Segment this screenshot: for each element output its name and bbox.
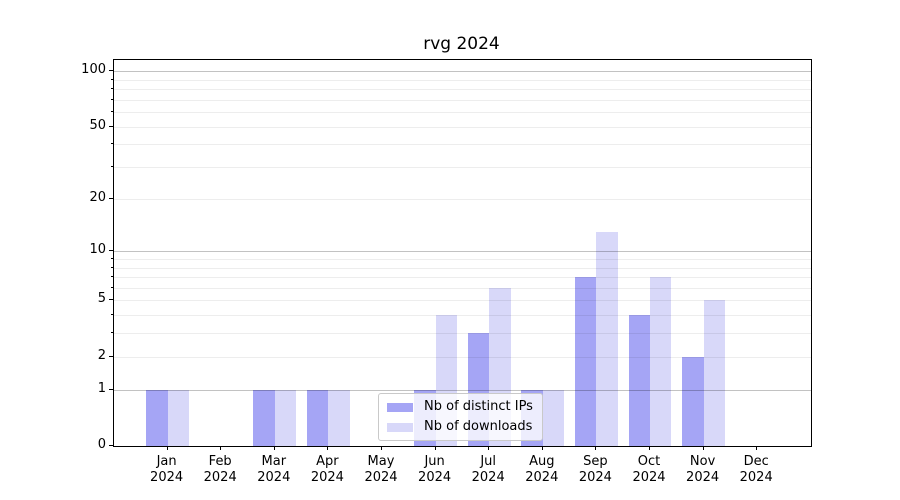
x-tick bbox=[166, 446, 168, 450]
minor-gridline bbox=[114, 300, 811, 301]
minor-gridline bbox=[114, 333, 811, 334]
bar bbox=[274, 389, 297, 446]
minor-gridline bbox=[114, 288, 811, 289]
x-tick-label: Dec 2024 bbox=[739, 454, 773, 485]
y-tick-label: 100 bbox=[81, 62, 106, 78]
x-tick-label: Apr 2024 bbox=[310, 454, 344, 485]
plot-area bbox=[113, 59, 812, 447]
bar bbox=[650, 277, 672, 446]
bar bbox=[628, 315, 650, 446]
x-tick-label: Nov 2024 bbox=[686, 454, 720, 485]
x-tick bbox=[327, 446, 329, 450]
minor-gridline bbox=[114, 199, 811, 200]
y-minor-tick bbox=[111, 78, 113, 80]
major-gridline bbox=[114, 71, 811, 72]
y-minor-tick bbox=[111, 286, 113, 288]
bar bbox=[167, 389, 189, 446]
x-tick-label: Feb 2024 bbox=[203, 454, 237, 485]
y-minor-tick bbox=[111, 314, 113, 316]
x-tick-label: Sep 2024 bbox=[578, 454, 612, 485]
y-tick-label: 5 bbox=[97, 291, 106, 307]
minor-gridline bbox=[114, 268, 811, 269]
bar bbox=[328, 389, 350, 446]
minor-gridline bbox=[114, 315, 811, 316]
y-tick bbox=[109, 70, 113, 72]
y-minor-tick bbox=[111, 98, 113, 100]
x-tick-label: Jun 2024 bbox=[418, 454, 452, 485]
y-tick bbox=[109, 355, 113, 357]
y-tick bbox=[109, 299, 113, 301]
bar bbox=[575, 277, 597, 446]
bar bbox=[596, 231, 618, 446]
x-tick bbox=[756, 446, 758, 450]
bar bbox=[682, 356, 704, 446]
y-tick bbox=[109, 250, 113, 252]
y-tick bbox=[109, 445, 113, 446]
y-tick-label: 0 bbox=[97, 437, 106, 452]
y-tick-label: 50 bbox=[89, 117, 106, 133]
x-tick-label: Jul 2024 bbox=[471, 454, 505, 485]
x-tick bbox=[273, 446, 275, 450]
legend-label: Nb of distinct IPs bbox=[424, 399, 533, 414]
x-tick bbox=[541, 446, 543, 450]
y-minor-tick bbox=[111, 276, 113, 278]
bar bbox=[703, 300, 725, 446]
minor-gridline bbox=[114, 144, 811, 145]
y-tick bbox=[109, 197, 113, 199]
x-tick bbox=[488, 446, 490, 450]
minor-gridline bbox=[114, 100, 811, 101]
legend-item: Nb of distinct IPs bbox=[387, 399, 533, 415]
y-tick bbox=[109, 388, 113, 390]
x-tick-label: Jan 2024 bbox=[150, 454, 184, 485]
y-minor-tick bbox=[111, 88, 113, 90]
bar bbox=[253, 389, 275, 446]
legend-swatch bbox=[387, 422, 413, 432]
y-minor-tick bbox=[111, 111, 113, 113]
x-tick-label: Aug 2024 bbox=[525, 454, 559, 485]
x-tick bbox=[702, 446, 704, 450]
minor-gridline bbox=[114, 259, 811, 260]
y-tick-label: 20 bbox=[89, 189, 106, 205]
y-tick-label: 10 bbox=[89, 242, 106, 258]
minor-gridline bbox=[114, 357, 811, 358]
y-minor-tick bbox=[111, 143, 113, 145]
y-tick bbox=[109, 125, 113, 127]
y-minor-tick bbox=[111, 166, 113, 168]
bar bbox=[146, 389, 168, 446]
bar bbox=[542, 389, 565, 446]
x-tick bbox=[434, 446, 436, 450]
x-tick-label: May 2024 bbox=[364, 454, 398, 485]
major-gridline bbox=[114, 390, 811, 391]
x-tick bbox=[220, 446, 222, 450]
major-gridline bbox=[114, 251, 811, 252]
y-minor-tick bbox=[111, 258, 113, 259]
y-minor-tick bbox=[111, 266, 113, 268]
x-tick-label: Mar 2024 bbox=[257, 454, 291, 485]
legend-item: Nb of downloads bbox=[387, 419, 533, 435]
x-tick bbox=[595, 446, 597, 450]
legend-swatch bbox=[387, 402, 413, 412]
minor-gridline bbox=[114, 167, 811, 168]
chart-title: rvg 2024 bbox=[423, 34, 500, 54]
y-tick-label: 1 bbox=[97, 380, 106, 396]
bar bbox=[307, 389, 329, 446]
minor-gridline bbox=[114, 89, 811, 90]
minor-gridline bbox=[114, 80, 811, 81]
y-tick-label: 2 bbox=[97, 347, 106, 363]
x-tick bbox=[649, 446, 650, 450]
x-tick-label: Oct 2024 bbox=[632, 454, 666, 485]
legend-label: Nb of downloads bbox=[424, 419, 533, 434]
minor-gridline bbox=[114, 112, 811, 113]
x-tick bbox=[381, 446, 382, 450]
legend: Nb of distinct IPs Nb of downloads bbox=[378, 393, 543, 441]
minor-gridline bbox=[114, 127, 811, 128]
y-minor-tick bbox=[111, 332, 113, 334]
minor-gridline bbox=[114, 277, 811, 278]
